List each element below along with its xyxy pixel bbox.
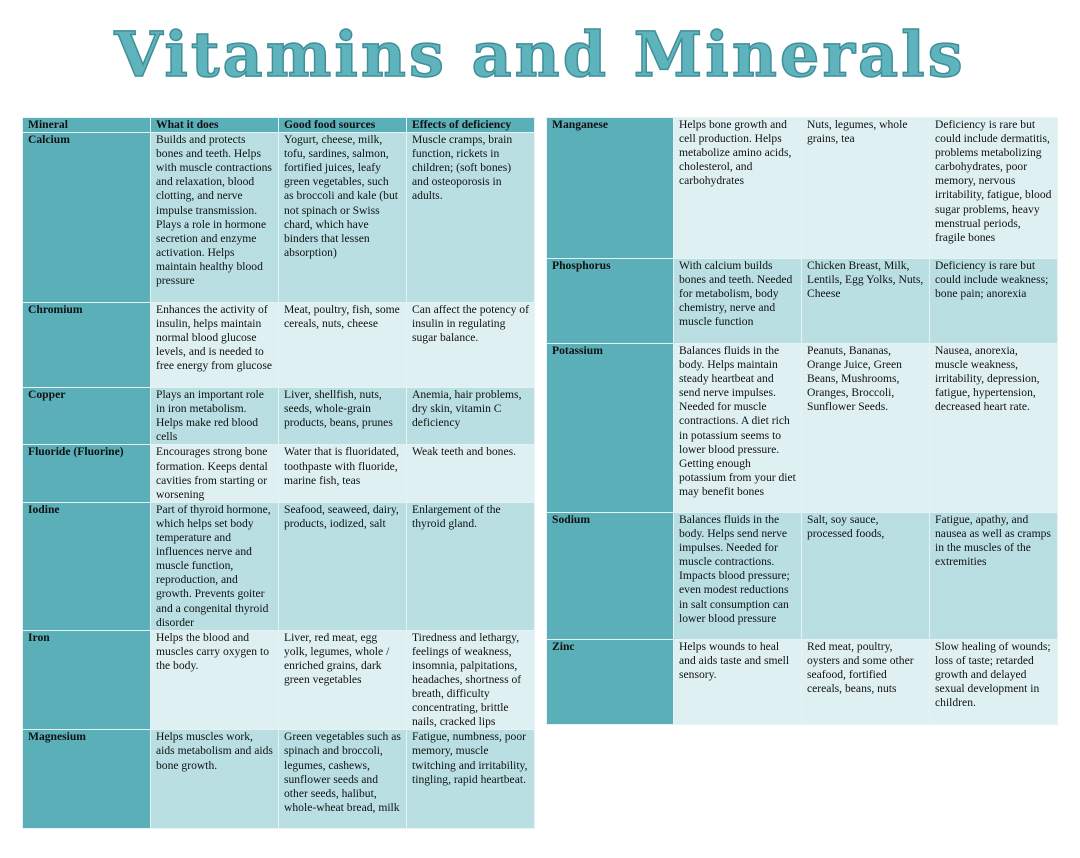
food-sources: Liver, red meat, egg yolk, legumes, whol… — [278, 629, 407, 731]
table-row: Magnesium Helps muscles work, aids metabo… — [22, 729, 535, 830]
deficiency-effects: Nausea, anorexia, muscle weakness, irrit… — [929, 343, 1058, 513]
what-it-does: Encourages strong bone formation. Keeps … — [150, 444, 279, 503]
what-it-does: Helps wounds to heal and aids taste and … — [673, 639, 802, 725]
table-row: Sodium Balances fluids in the body. Helps… — [546, 512, 1058, 640]
mineral-name: Sodium — [546, 512, 674, 640]
food-sources: Seafood, seaweed, dairy, products, iodiz… — [278, 501, 407, 631]
table-row: Fluoride (Fluorine) Encourages strong bon… — [22, 444, 535, 503]
mineral-name: Potassium — [546, 343, 674, 513]
mineral-name: Manganese — [546, 117, 674, 259]
table-row: Copper Plays an important role in iron me… — [22, 387, 535, 446]
header-food-sources: Good food sources — [278, 116, 407, 134]
food-sources: Green vegetables such as spinach and bro… — [278, 729, 407, 830]
mineral-name: Iron — [22, 629, 151, 731]
mineral-name: Phosphorus — [546, 258, 674, 344]
what-it-does: Builds and protects bones and teeth. Hel… — [150, 132, 279, 304]
deficiency-effects: Muscle cramps, brain function, rickets i… — [406, 132, 535, 304]
deficiency-effects: Fatigue, apathy, and nausea as well as c… — [929, 512, 1058, 640]
what-it-does: Helps the blood and muscles carry oxygen… — [150, 629, 279, 731]
header-mineral: Mineral — [22, 116, 151, 134]
mineral-name: Zinc — [546, 639, 674, 725]
food-sources: Liver, shellfish, nuts, seeds, whole-gra… — [278, 387, 407, 446]
minerals-table-right: Manganese Helps bone growth and cell prod… — [546, 117, 1058, 725]
header-what-it-does: What it does — [150, 116, 279, 134]
what-it-does: Plays an important role in iron metaboli… — [150, 387, 279, 446]
header-deficiency: Effects of deficiency — [406, 116, 535, 134]
what-it-does: Enhances the activity of insulin, helps … — [150, 302, 279, 389]
deficiency-effects: Enlargement of the thyroid gland. — [406, 501, 535, 631]
food-sources: Chicken Breast, Milk, Lentils, Egg Yolks… — [801, 258, 930, 344]
mineral-name: Chromium — [22, 302, 151, 389]
deficiency-effects: Anemia, hair problems, dry skin, vitamin… — [406, 387, 535, 446]
what-it-does: With calcium builds bones and teeth. Nee… — [673, 258, 802, 344]
mineral-name: Magnesium — [22, 729, 151, 830]
deficiency-effects: Can affect the potency of insulin in reg… — [406, 302, 535, 389]
table-row: Iron Helps the blood and muscles carry ox… — [22, 629, 535, 731]
food-sources: Red meat, poultry, oysters and some othe… — [801, 639, 930, 725]
mineral-name: Calcium — [22, 132, 151, 304]
food-sources: Nuts, legumes, whole grains, tea — [801, 117, 930, 259]
mineral-name: Fluoride (Fluorine) — [22, 444, 151, 503]
what-it-does: Helps muscles work, aids metabolism and … — [150, 729, 279, 830]
table-row: Phosphorus With calcium builds bones and … — [546, 258, 1058, 344]
deficiency-effects: Weak teeth and bones. — [406, 444, 535, 503]
what-it-does: Helps bone growth and cell production. H… — [673, 117, 802, 259]
page-title: Vitamins and Minerals — [114, 17, 966, 92]
deficiency-effects: Tiredness and lethargy, feelings of weak… — [406, 629, 535, 731]
table-row: Zinc Helps wounds to heal and aids taste … — [546, 639, 1058, 725]
mineral-name: Copper — [22, 387, 151, 446]
food-sources: Peanuts, Bananas, Orange Juice, Green Be… — [801, 343, 930, 513]
food-sources: Meat, poultry, fish, some cereals, nuts,… — [278, 302, 407, 389]
deficiency-effects: Deficiency is rare but could include wea… — [929, 258, 1058, 344]
header-row: Mineral What it does Good food sources E… — [22, 116, 535, 134]
what-it-does: Part of thyroid hormone, which helps set… — [150, 501, 279, 631]
table-row: Calcium Builds and protects bones and tee… — [22, 132, 535, 304]
table-row: Manganese Helps bone growth and cell prod… — [546, 117, 1058, 259]
what-it-does: Balances fluids in the body. Helps send … — [673, 512, 802, 640]
mineral-name: Iodine — [22, 501, 151, 631]
table-row: Potassium Balances fluids in the body. He… — [546, 343, 1058, 513]
food-sources: Yogurt, cheese, milk, tofu, sardines, sa… — [278, 132, 407, 304]
food-sources: Salt, soy sauce, processed foods, — [801, 512, 930, 640]
food-sources: Water that is fluoridated, toothpaste wi… — [278, 444, 407, 503]
deficiency-effects: Slow healing of wounds; loss of taste; r… — [929, 639, 1058, 725]
what-it-does: Balances fluids in the body. Helps maint… — [673, 343, 802, 513]
table-row: Chromium Enhances the activity of insulin… — [22, 302, 535, 389]
deficiency-effects: Deficiency is rare but could include der… — [929, 117, 1058, 259]
table-row: Iodine Part of thyroid hormone, which hel… — [22, 501, 535, 631]
minerals-table-left: Mineral What it does Good food sources E… — [22, 116, 535, 830]
deficiency-effects: Fatigue, numbness, poor memory, muscle t… — [406, 729, 535, 830]
